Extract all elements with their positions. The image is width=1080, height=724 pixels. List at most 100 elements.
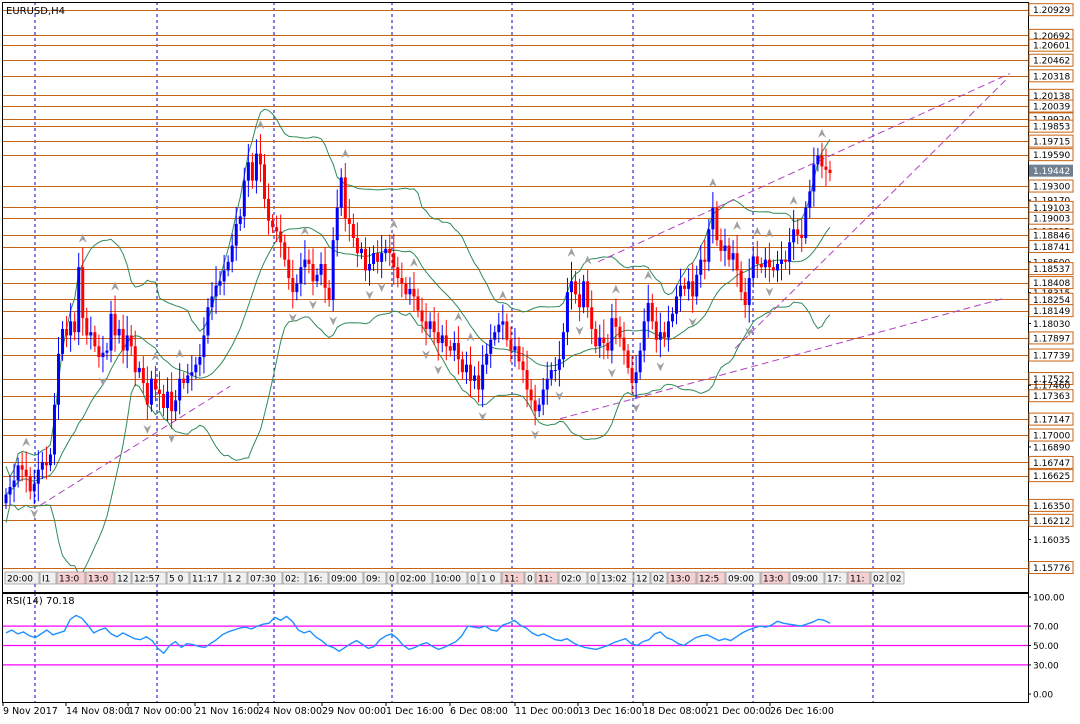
candle bbox=[287, 246, 291, 290]
price-tick-label: 1.17147 bbox=[1033, 416, 1070, 426]
session-time-box bbox=[85, 571, 115, 585]
fractal-down-marker bbox=[30, 509, 39, 519]
candle bbox=[691, 263, 695, 313]
candlesticks bbox=[4, 134, 832, 510]
candle-body bbox=[565, 292, 569, 333]
candle bbox=[675, 284, 679, 325]
session-time-box bbox=[887, 571, 905, 585]
band-lower bbox=[5, 301, 831, 575]
candle bbox=[210, 282, 214, 321]
candle bbox=[44, 446, 48, 480]
candle bbox=[513, 328, 517, 367]
candle-body bbox=[141, 367, 145, 384]
level-price-box bbox=[1028, 412, 1074, 426]
session-time-label: 02: bbox=[285, 575, 299, 585]
candle-body bbox=[679, 285, 683, 297]
price-tick: 1.17522 bbox=[1028, 372, 1074, 386]
session-time-cell: 11: bbox=[847, 571, 871, 585]
candle bbox=[267, 183, 271, 235]
candle-body bbox=[153, 378, 157, 390]
candle-body bbox=[424, 321, 428, 329]
session-time-label: 09: bbox=[366, 575, 380, 585]
fractal-up-marker bbox=[409, 257, 418, 267]
candle bbox=[69, 303, 73, 352]
price-tick: 1.18149 bbox=[1028, 304, 1074, 318]
candle-body bbox=[792, 229, 796, 243]
date-tick-label: 9 Nov 2017 bbox=[3, 706, 58, 717]
candle-body bbox=[287, 259, 291, 279]
candle-body bbox=[250, 162, 254, 181]
price-tick-label: 1.20929 bbox=[1033, 6, 1070, 16]
candle-body bbox=[691, 281, 695, 297]
level-price-box bbox=[1028, 3, 1074, 17]
candle bbox=[545, 361, 549, 405]
candle-body bbox=[149, 378, 153, 405]
candle bbox=[157, 371, 161, 411]
session-time-cell: 12 bbox=[633, 571, 651, 585]
level-price-box bbox=[1028, 304, 1074, 318]
candle-body bbox=[812, 164, 816, 192]
session-time-label: 0 bbox=[527, 575, 533, 585]
candle bbox=[622, 322, 626, 365]
session-time-cell: 02 bbox=[870, 571, 888, 585]
candle-body bbox=[109, 313, 113, 351]
price-tick-label: 1.16035 bbox=[1033, 536, 1070, 546]
date-tick-label: 18 Dec 08:00 bbox=[643, 706, 707, 717]
candle bbox=[77, 252, 81, 346]
candle-body bbox=[218, 281, 222, 286]
candle bbox=[759, 257, 763, 274]
candle-body bbox=[323, 263, 327, 288]
candle-body bbox=[170, 391, 174, 412]
candle bbox=[440, 325, 444, 353]
candle bbox=[658, 312, 662, 358]
candle-body bbox=[820, 155, 824, 167]
price-tick-label: 1.18149 bbox=[1033, 307, 1070, 317]
candle bbox=[36, 450, 40, 502]
price-tick-label: 1.18537 bbox=[1033, 265, 1070, 275]
session-time-label: 02 bbox=[873, 575, 884, 585]
candle bbox=[20, 452, 24, 482]
candle bbox=[351, 213, 355, 248]
session-time-box bbox=[789, 571, 825, 585]
session-time-label: 12:5 bbox=[699, 575, 719, 585]
candle bbox=[335, 189, 339, 257]
candle bbox=[808, 179, 812, 219]
price-tick: 1.20462 bbox=[1028, 53, 1074, 67]
price-tick: 1.18030 bbox=[1028, 320, 1070, 330]
session-time-cell: 5 0 bbox=[166, 571, 190, 585]
candle bbox=[505, 313, 509, 347]
candle bbox=[178, 363, 182, 415]
candle bbox=[48, 448, 52, 472]
session-time-box bbox=[467, 571, 479, 585]
candle bbox=[800, 219, 804, 253]
candle-body bbox=[456, 343, 460, 360]
candle-body bbox=[307, 259, 311, 264]
price-tick: 1.16350 bbox=[1028, 498, 1074, 512]
candle bbox=[481, 345, 485, 408]
candle-body bbox=[331, 240, 335, 300]
fractal-down-marker bbox=[167, 433, 176, 443]
fractal-up-marker bbox=[765, 228, 774, 238]
candle bbox=[574, 270, 578, 304]
candle bbox=[662, 321, 666, 347]
candle bbox=[537, 398, 541, 418]
price-tick: 1.16890 bbox=[1028, 443, 1070, 453]
candle bbox=[230, 233, 234, 273]
candle bbox=[699, 245, 703, 288]
session-time-cell: 02 bbox=[650, 571, 668, 585]
candle-body bbox=[36, 469, 40, 484]
candle bbox=[32, 469, 36, 505]
candle bbox=[384, 239, 388, 262]
candle bbox=[271, 214, 275, 234]
candle bbox=[412, 271, 416, 312]
rsi-line bbox=[5, 614, 831, 655]
candle bbox=[695, 265, 699, 305]
candle-body bbox=[400, 278, 404, 284]
session-time-cell: 0 bbox=[587, 571, 599, 585]
candle bbox=[4, 488, 8, 510]
candle-body bbox=[194, 364, 198, 373]
candle-body bbox=[69, 321, 73, 336]
date-tick: 13 Dec 16:00 bbox=[577, 702, 642, 717]
candle bbox=[202, 317, 206, 374]
candle-body bbox=[594, 328, 598, 347]
